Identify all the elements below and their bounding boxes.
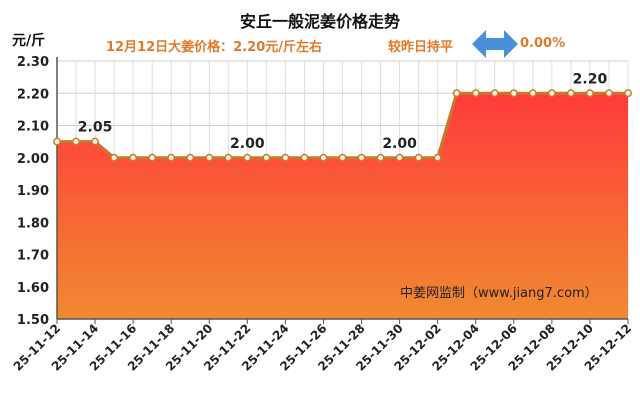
y-tick-label: 2.30 [17,55,49,70]
data-points [53,89,632,162]
data-point [262,153,271,162]
y-tick-label: 2.00 [17,152,49,167]
data-point [243,153,252,162]
left-right-arrow-icon [472,30,518,58]
data-point [376,153,385,162]
data-point [471,89,480,98]
data-point [566,89,575,98]
y-tick-label: 2.20 [17,87,49,102]
data-point [281,153,290,162]
data-point [53,137,61,146]
compare-label: 较昨日持平 [388,40,454,55]
data-point [91,137,100,146]
data-point [395,153,404,162]
data-point [547,89,556,98]
data-point [72,137,80,146]
price-info: 12月12日大姜价格：2.20元/斤左右 [106,40,323,55]
data-point [110,153,119,162]
data-point [224,153,233,162]
data-point [605,89,613,98]
chart-title: 安丘一般泥姜价格走势 [239,12,400,31]
y-tick-label: 1.60 [17,281,49,296]
data-point [319,153,328,162]
axes [56,57,629,324]
compare-value: 0.00% [520,36,566,51]
data-point [585,89,594,98]
data-point [300,153,309,162]
watermark: 中姜网监制（www.jiang7.com） [400,286,598,301]
y-tick-label: 2.10 [17,120,49,135]
data-point [167,153,176,162]
data-label: 2.00 [382,136,417,152]
price-area [57,93,628,319]
data-point [148,153,157,162]
data-point [452,89,461,98]
y-tick-label: 1.80 [17,216,49,231]
y-axis-unit: 元/斤 [12,33,46,49]
y-tick-label: 1.70 [17,249,49,264]
y-tick-label: 1.50 [17,313,49,328]
data-point [205,153,214,162]
data-point [624,89,632,98]
data-point [186,153,195,162]
data-point [509,89,518,98]
data-point [129,153,138,162]
data-label: 2.20 [573,71,608,87]
data-point [357,153,366,162]
y-tick-label: 1.90 [17,184,49,199]
data-point [414,153,423,162]
data-label: 2.00 [230,136,265,152]
data-point [528,89,537,98]
data-label: 2.05 [78,120,113,136]
data-point [433,153,442,162]
data-point [338,153,347,162]
data-point [490,89,499,98]
